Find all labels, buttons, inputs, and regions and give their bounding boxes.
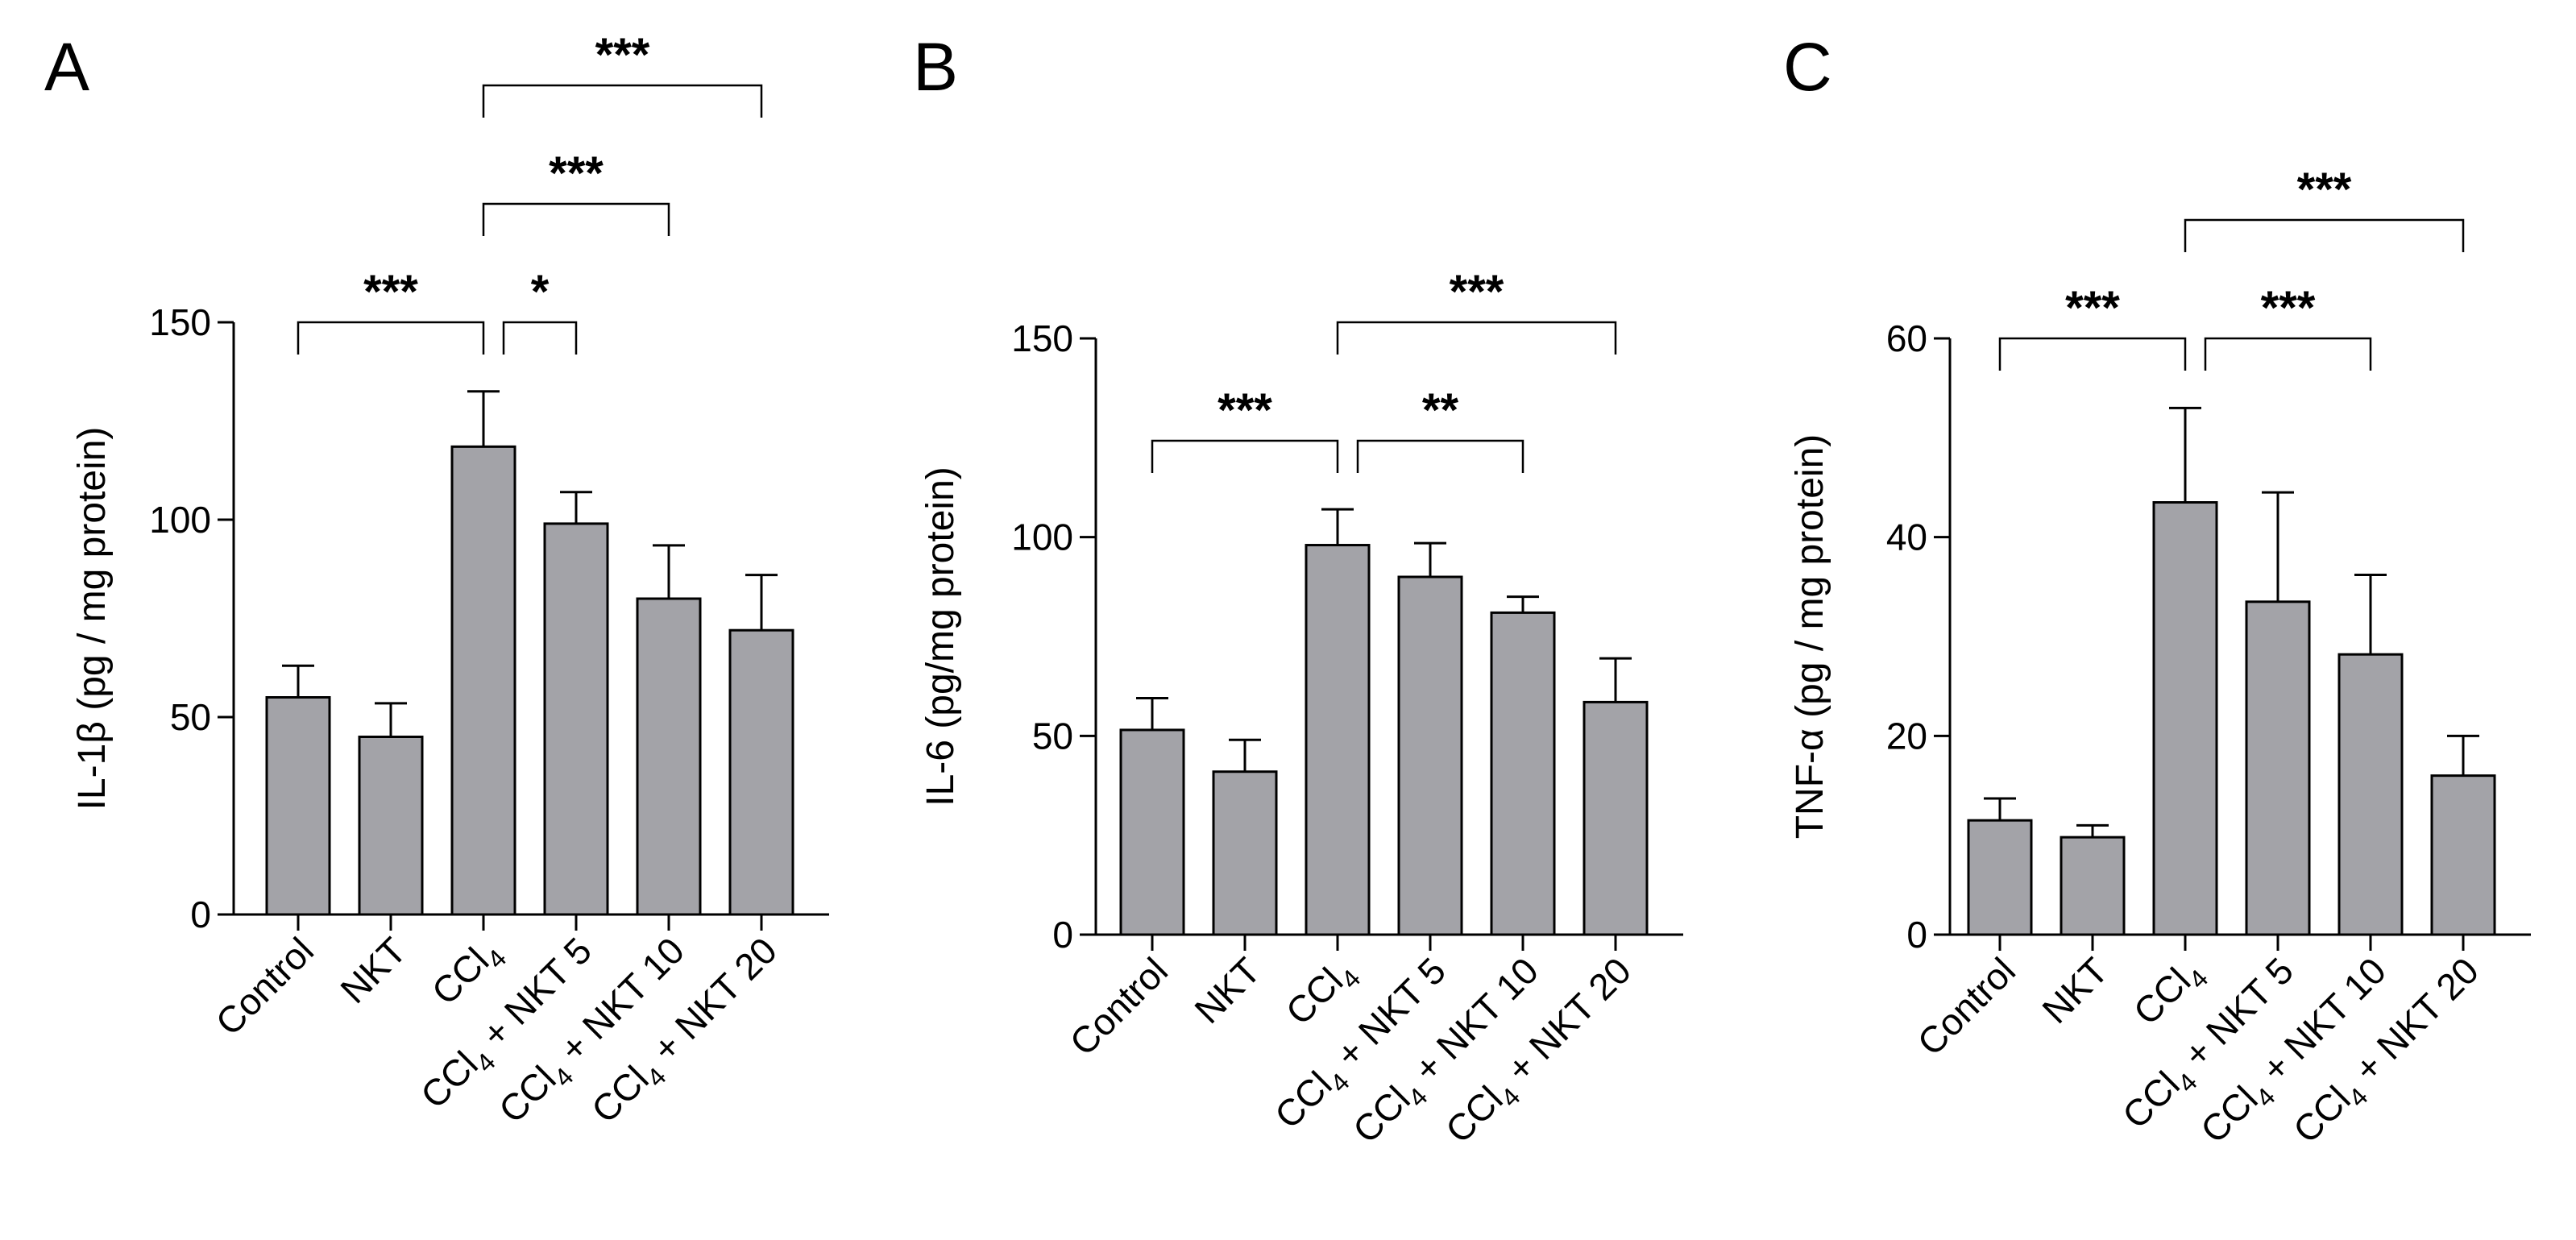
bar-3: [543, 522, 609, 916]
bar-0: [265, 696, 331, 916]
bar-1: [1212, 770, 1278, 936]
bar-1: [358, 736, 424, 916]
y-axis-title: TNF-α (pg / mg protein): [1789, 434, 1831, 840]
bar-2: [2152, 501, 2218, 936]
y-tick-label: 150: [1011, 317, 1073, 359]
category-label-1: NKT: [2034, 949, 2116, 1031]
significance-label-2: ***: [549, 147, 604, 200]
significance-bracket-0: [1151, 439, 1339, 473]
bar-4: [1490, 611, 1556, 936]
category-label-0: Control: [207, 929, 321, 1043]
y-tick-label: 60: [1886, 317, 1927, 359]
bar-5: [1583, 700, 1649, 936]
bar-0: [1119, 728, 1185, 936]
significance-label-1: *: [531, 266, 550, 318]
panel-c: C 0 20 40 60 TNF-α (pg / mg protein) Control NK…: [1783, 29, 2531, 1151]
significance-bracket-2: [2184, 218, 2465, 252]
y-axis-title: IL-6 (pg/mg protein): [919, 467, 962, 807]
significance-label-2: ***: [2297, 164, 2352, 216]
category-label-0: Control: [1909, 949, 2023, 1064]
significance-label-2: ***: [1450, 266, 1504, 318]
category-label-1: NKT: [332, 929, 414, 1011]
panel-letter: B: [913, 29, 958, 105]
bar-3: [2245, 600, 2311, 936]
significance-bracket-3: [482, 84, 763, 118]
bar-3: [1397, 575, 1463, 936]
bar-2: [1305, 544, 1371, 936]
y-tick-label: 50: [170, 696, 211, 738]
significance-bracket-1: [2204, 337, 2372, 371]
y-tick-label: 100: [1011, 516, 1073, 558]
significance-bracket-1: [1356, 439, 1524, 473]
panel-b: B 0 50 100 150 IL-6 (pg/mg protein) Control NKT…: [913, 29, 1683, 1151]
bar-4: [2337, 653, 2404, 936]
significance-label-1: **: [1422, 384, 1459, 437]
bar-4: [636, 597, 702, 916]
bar-5: [728, 628, 794, 916]
bar-1: [2060, 836, 2126, 936]
significance-label-3: ***: [595, 29, 650, 81]
panel-letter: A: [44, 29, 89, 105]
y-tick-label: 20: [1886, 715, 1927, 757]
significance-bracket-0: [1998, 337, 2187, 371]
category-label-1: NKT: [1186, 949, 1268, 1031]
y-tick-label: 0: [1906, 914, 1927, 956]
y-axis-title: IL-1β (pg / mg protein): [71, 427, 114, 811]
significance-bracket-2: [482, 202, 670, 236]
bar-2: [450, 445, 516, 916]
y-tick-label: 150: [149, 301, 211, 343]
y-tick-label: 0: [1052, 914, 1073, 956]
bar-5: [2430, 774, 2496, 936]
bar-0: [1967, 819, 2033, 936]
significance-label-1: ***: [2261, 282, 2316, 334]
category-label-0: Control: [1061, 949, 1176, 1064]
y-tick-label: 40: [1886, 516, 1927, 558]
panel-a: A 0 50 100 150 IL-1β (pg / mg protein) Control…: [44, 29, 829, 1131]
significance-label-0: ***: [1217, 384, 1272, 437]
y-tick-label: 50: [1032, 715, 1073, 757]
significance-label-0: ***: [363, 266, 418, 318]
y-tick-label: 0: [190, 894, 211, 935]
y-tick-label: 100: [149, 499, 211, 541]
significance-label-0: ***: [2065, 282, 2120, 334]
significance-bracket-2: [1336, 321, 1617, 355]
panel-letter: C: [1783, 29, 1832, 105]
significance-bracket-1: [502, 321, 578, 355]
significance-bracket-0: [297, 321, 485, 355]
